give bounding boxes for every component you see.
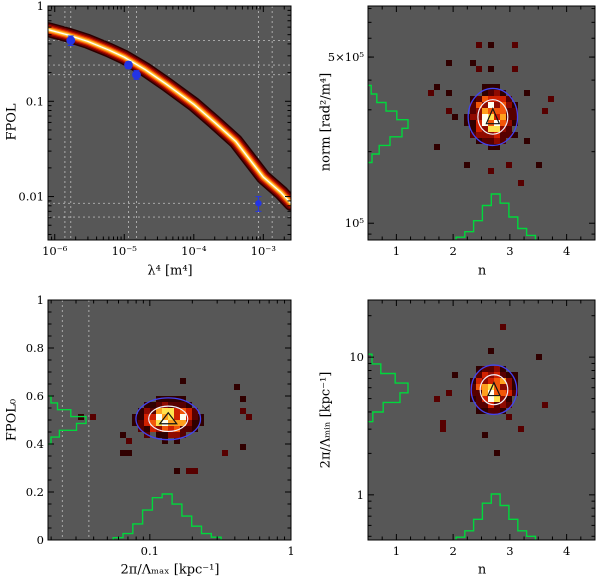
tick-label: 0.2 — [26, 485, 44, 499]
panel-norm-vs-n: 1 2 3 4 5×10⁵ 10⁵ — [328, 5, 596, 258]
ylabel-fpol0: FPOL₀ — [4, 398, 20, 442]
contours — [467, 87, 519, 147]
tick-label: 1 — [393, 244, 400, 258]
panel-fpol0-vs-lambda-max: 0.1 1 0 0.2 0.4 0.6 0.8 1 — [26, 293, 295, 558]
tick-label: 0 — [37, 533, 44, 547]
tick-label: 10⁻⁵ — [112, 244, 138, 258]
model-band — [48, 22, 291, 211]
tick-labels: 1 2 3 4 5×10⁵ 10⁵ — [328, 50, 570, 258]
posterior-heatmap — [428, 42, 554, 186]
xlabel-n-top: n — [477, 263, 487, 279]
axes-frame — [47, 5, 292, 241]
tick-label: 2 — [449, 544, 456, 558]
tick-labels: 1 2 3 4 10 1 — [349, 350, 570, 558]
tick-label: 1 — [357, 488, 364, 502]
tick-label: 1 — [37, 293, 44, 307]
panel-content — [48, 300, 252, 540]
gridlines — [48, 6, 291, 240]
xlabel-lambda4: λ⁴ [m⁴] — [147, 263, 193, 279]
panel-content — [368, 324, 548, 540]
marginal-histogram-bottom — [455, 193, 537, 240]
tick-label: 4 — [563, 244, 570, 258]
tick-labels: 10⁻⁶ 10⁻⁵ 10⁻⁴ 10⁻³ 1 0.1 0.01 — [18, 0, 276, 258]
marginal-histogram-left — [368, 84, 409, 164]
panel-lambda-min-vs-n: 1 2 3 4 10 1 — [349, 299, 596, 558]
marginal-histogram-bottom — [112, 493, 222, 540]
axis-ticks — [48, 299, 292, 541]
ylabel-fpol: FPOL — [4, 103, 20, 141]
tick-label: 10 — [349, 350, 364, 364]
tick-label: 5×10⁵ — [328, 50, 365, 64]
tick-label: 0.1 — [26, 94, 44, 108]
tick-label: 3 — [506, 244, 513, 258]
tick-label: 3 — [506, 544, 513, 558]
marginal-histogram-left — [48, 395, 87, 445]
tick-label: 0.1 — [141, 544, 159, 558]
ylabel-lambda-min: 2π/Λₘᵢₙ [kpc⁻¹] — [318, 371, 334, 469]
tick-label: 10⁻⁴ — [181, 244, 207, 258]
contours — [135, 397, 202, 441]
tick-label: 10⁵ — [345, 216, 365, 230]
tick-label: 10⁻⁶ — [42, 244, 68, 258]
contours — [470, 364, 518, 416]
data-point — [132, 70, 141, 80]
axis-ticks — [368, 6, 595, 240]
marginal-histogram-bottom — [455, 493, 537, 540]
tick-label: 1 — [287, 544, 294, 558]
tick-label: 0.01 — [18, 190, 44, 204]
tick-label: 2 — [449, 244, 456, 258]
tick-label: 1 — [393, 544, 400, 558]
plot-background — [368, 300, 595, 540]
tick-label: 1 — [37, 0, 44, 13]
data-point — [66, 36, 76, 45]
xlabel-lambda-max: 2π/Λₘₐₓ [kpc⁻¹] — [120, 562, 220, 578]
gridlines — [61, 300, 90, 540]
tick-label: 10⁻³ — [251, 244, 277, 258]
tick-labels: 0.1 1 0 0.2 0.4 0.6 0.8 1 — [26, 293, 295, 558]
panel-content — [48, 6, 291, 240]
data-point — [255, 200, 262, 207]
tick-label: 4 — [563, 544, 570, 558]
tick-label: 0.4 — [26, 437, 44, 451]
tick-label: 0.8 — [26, 341, 44, 355]
data-point — [124, 60, 133, 70]
tick-label: 0.6 — [26, 389, 44, 403]
ylabel-norm: norm [rad²/m⁴] — [318, 72, 334, 172]
xlabel-n-bottom: n — [477, 562, 487, 578]
panel-fpol-vs-lambda4: 10⁻⁶ 10⁻⁵ 10⁻⁴ 10⁻³ 1 0.1 0.01 — [18, 0, 292, 258]
axis-ticks — [368, 300, 595, 540]
marginal-histogram-left — [368, 353, 409, 423]
axis-ticks — [48, 5, 291, 240]
data-points — [66, 35, 262, 212]
panel-content — [368, 42, 554, 240]
